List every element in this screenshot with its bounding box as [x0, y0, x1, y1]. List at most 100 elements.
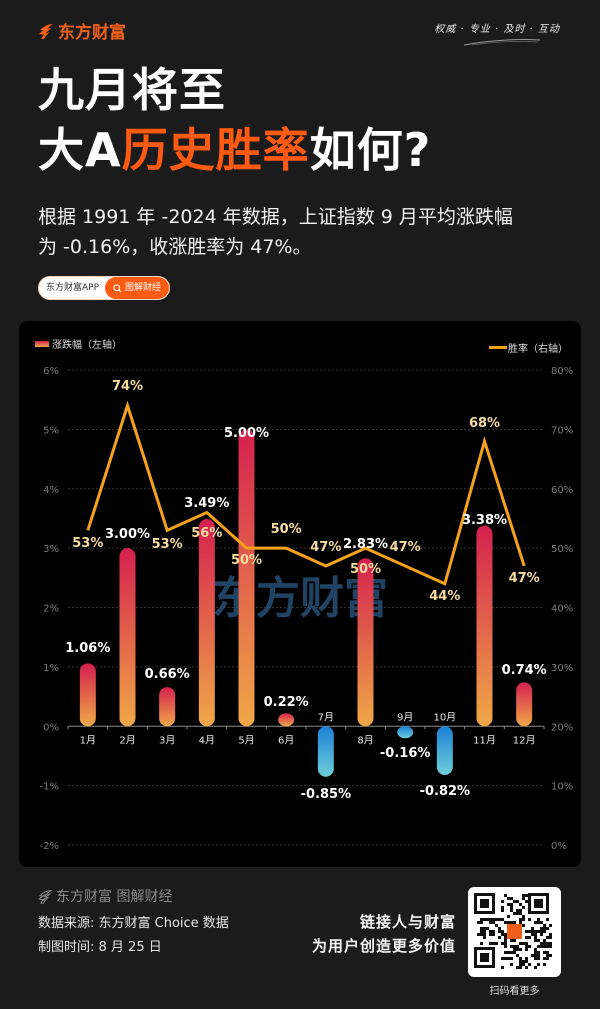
x-axis-label: 12月: [513, 734, 536, 746]
x-axis-label: 10月: [433, 711, 456, 723]
summary-line-2: 为 -0.16%，收涨胜率为 47%。: [38, 236, 312, 258]
bar-3月: [159, 687, 176, 727]
header-slogan: 权威 · 专业 · 及时 · 互动: [434, 24, 560, 35]
right-axis-tick: 30%: [551, 663, 573, 674]
line-value-label: 56%: [191, 526, 222, 541]
title-highlight: 历史胜率: [121, 123, 310, 177]
right-axis-tick: 10%: [551, 782, 573, 793]
left-axis-tick: 0%: [43, 722, 59, 733]
bar-value-label: 3.49%: [184, 496, 229, 511]
bar-value-label: -0.16%: [380, 746, 431, 761]
right-axis-tick: 0%: [551, 841, 567, 852]
line-value-label: 68%: [469, 416, 500, 431]
search-column-label: 图解财经: [125, 283, 162, 293]
bar-value-label: 0.74%: [502, 663, 547, 678]
title-line-1: 九月将至: [38, 63, 226, 117]
right-axis-tick: 60%: [551, 485, 573, 496]
legend-bar-swatch: [35, 341, 49, 347]
bar-10月: [436, 726, 453, 775]
line-value-label: 47%: [310, 540, 341, 555]
qr-code[interactable]: [468, 887, 561, 977]
line-value-label: 44%: [429, 589, 460, 604]
qr-caption: 扫码看更多: [489, 986, 540, 997]
brand-logo: 东方财富: [38, 18, 126, 43]
left-axis-tick: 3%: [43, 544, 59, 555]
right-axis-tick: 80%: [551, 366, 573, 377]
search-icon: [113, 283, 122, 292]
left-axis-tick: 4%: [43, 485, 59, 496]
bar-value-label: -0.82%: [420, 784, 471, 799]
footer-brand-text: 东方财富 图解财经: [56, 889, 173, 905]
left-axis-tick: 5%: [43, 425, 59, 436]
title-suffix: 如何?: [309, 123, 432, 177]
bar-value-label: 1.06%: [65, 641, 110, 656]
data-source: 数据来源: 东方财富 Choice 数据: [38, 916, 229, 931]
line-value-label: 50%: [350, 562, 381, 577]
x-axis-label: 2月: [119, 734, 135, 746]
bar-7月: [317, 726, 334, 777]
chart-date: 制图时间: 8 月 25 日: [38, 940, 162, 955]
left-axis-tick: 1%: [43, 663, 59, 674]
footer-brand: 东方财富 图解财经: [38, 886, 172, 906]
left-axis-tick: 6%: [43, 366, 59, 377]
x-axis-label: 6月: [278, 734, 294, 746]
search-column-button[interactable]: 图解财经: [105, 277, 170, 299]
page-title: 九月将至 大A历史胜率如何?: [38, 60, 431, 180]
footer-slogan-1: 链接人与财富: [359, 913, 456, 931]
bar-4月: [198, 519, 215, 727]
line-value-label: 50%: [231, 553, 262, 568]
x-axis-label: 7月: [318, 711, 334, 723]
bar-value-label: 3.38%: [462, 513, 507, 528]
bar-5月: [238, 429, 255, 727]
right-axis-tick: 50%: [551, 544, 573, 555]
left-axis-tick: -1%: [40, 782, 59, 793]
summary-line-1: 根据 1991 年 -2024 年数据，上证指数 9 月平均涨跌幅: [38, 206, 513, 228]
legend-bar-label: 涨跌幅（左轴）: [52, 338, 122, 351]
title-prefix: 大A: [38, 123, 122, 177]
bar-1月: [79, 663, 96, 727]
left-axis-tick: -2%: [40, 841, 59, 852]
line-value-label: 53%: [72, 536, 103, 551]
combo-chart: 涨跌幅（左轴） 胜率（右轴） 6% 80% 5% 70% 4% 60% 3% 50% 2% 40% 1%…: [35, 338, 573, 852]
line-value-label: 50%: [271, 522, 302, 537]
brand-logo-icon: [38, 889, 52, 904]
app-name-label: 东方财富APP: [46, 283, 100, 293]
right-axis-tick: 20%: [551, 722, 573, 733]
x-axis-label: 1月: [80, 734, 96, 746]
right-axis-tick: 40%: [551, 604, 573, 615]
line-value-label: 74%: [112, 379, 143, 394]
summary-text: 根据 1991 年 -2024 年数据，上证指数 9 月平均涨跌幅 为 -0.1…: [38, 202, 578, 262]
legend-line-swatch: [489, 346, 507, 349]
x-axis-label: 4月: [199, 734, 215, 746]
bar-value-label: 2.83%: [343, 537, 388, 552]
x-axis-label: 8月: [357, 734, 373, 746]
qr-code-icon: [474, 893, 552, 969]
brand-logo-icon: [39, 23, 53, 39]
bar-value-label: -0.85%: [301, 787, 352, 802]
bar-6月: [278, 713, 295, 727]
x-axis-label: 5月: [238, 734, 254, 746]
line-value-label: 47%: [509, 571, 540, 586]
header: 东方财富 权威 · 专业 · 及时 · 互动: [0, 0, 600, 56]
bar-value-label: 0.22%: [264, 695, 309, 710]
brand-name: 东方财富: [58, 23, 126, 43]
right-axis-tick: 70%: [551, 425, 573, 436]
bar-2月: [119, 548, 136, 727]
bar-11月: [476, 525, 493, 727]
line-value-label: 47%: [390, 540, 421, 555]
chart-card: 涨跌幅（左轴） 胜率（右轴） 6% 80% 5% 70% 4% 60% 3% 50% 2% 40% 1%…: [19, 321, 581, 867]
title-line-2: 大A历史胜率如何?: [38, 120, 431, 180]
bar-9月: [397, 726, 414, 739]
legend-line-label: 胜率（右轴）: [508, 342, 568, 355]
bar-8月: [357, 558, 374, 727]
x-axis-label: 11月: [473, 734, 496, 746]
left-axis-tick: 2%: [43, 604, 59, 615]
swoosh-decoration: [463, 39, 541, 46]
line-value-label: 53%: [152, 537, 183, 552]
footer-slogan-2: 为用户创造更多价值: [311, 937, 456, 955]
bar-value-label: 3.00%: [105, 527, 150, 542]
bar-value-label: 0.66%: [145, 667, 190, 682]
app-search-pill[interactable]: 东方财富APP 图解财经: [38, 276, 171, 300]
x-axis-label: 9月: [397, 711, 413, 723]
bar-12月: [516, 682, 533, 727]
